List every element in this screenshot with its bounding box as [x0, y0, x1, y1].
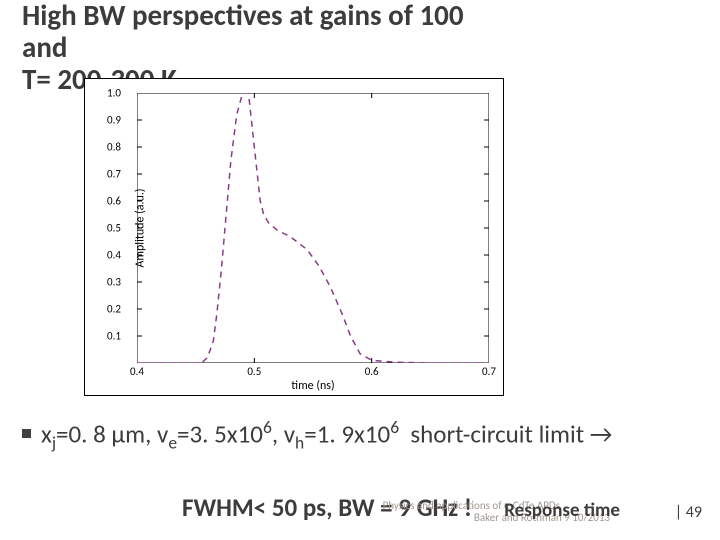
ytick-label: 0.8 — [107, 141, 121, 154]
ytick-label: 0.3 — [107, 276, 121, 289]
ytick-label: 0.7 — [107, 168, 121, 181]
xtick-label: 0.5 — [247, 365, 261, 378]
ytick-label: 0.2 — [107, 303, 121, 316]
ytick-label: 0.6 — [107, 195, 121, 208]
response-time-label: Response time — [504, 499, 620, 522]
chart-svg — [137, 93, 489, 363]
bullet-marker-icon — [22, 429, 31, 438]
chart-container: Amplitude (a.u.) time (ns) 0.40.50.60.7 … — [84, 78, 504, 396]
slide-number: | 49 — [675, 503, 702, 522]
ytick-label: 0.4 — [107, 249, 121, 262]
chart-plot-area: Amplitude (a.u.) time (ns) 0.40.50.60.7 … — [137, 93, 489, 363]
xtick-label: 0.7 — [482, 365, 496, 378]
ytick-label: 0.5 — [107, 222, 121, 235]
ytick-label: 1.0 — [107, 87, 121, 100]
bullet-text: xj=0. 8 µm, ve=3. 5x106, vh=1. 9x106 sho… — [41, 417, 612, 453]
ytick-label: 0.9 — [107, 114, 121, 127]
xtick-label: 0.6 — [365, 365, 379, 378]
ytick-label: 0.1 — [107, 330, 121, 343]
xtick-label: 0.4 — [130, 365, 144, 378]
title-line1: High BW perspectives at gains of 100 — [22, 0, 464, 33]
title-line2: and — [22, 29, 67, 65]
chart-xlabel: time (ns) — [291, 379, 334, 393]
bullet-item: xj=0. 8 µm, ve=3. 5x106, vh=1. 9x106 sho… — [22, 417, 612, 453]
